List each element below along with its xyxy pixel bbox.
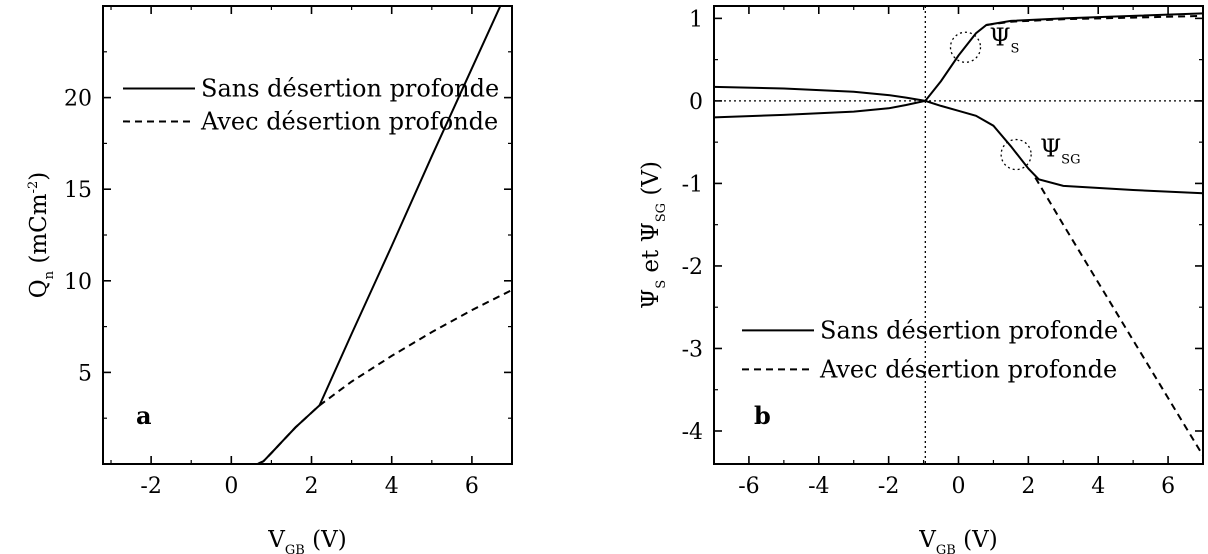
y-tick-label: -3 <box>682 337 703 362</box>
chart-panel-a: -2 0 2 4 6 5 10 15 20 VGB (V) Qn (mCm-2) a Sans dése… <box>26 5 513 554</box>
y-tick-label: 0 <box>689 90 703 115</box>
annotation-circle <box>949 31 982 63</box>
legend-label: Avec désertion profonde <box>200 107 498 135</box>
legend-label: Sans désertion profonde <box>201 74 499 102</box>
y-tick-label: -1 <box>682 172 703 197</box>
y-tick-label: 1 <box>689 7 703 32</box>
y-axis-label: Qn (mCm-2) <box>26 172 57 298</box>
legend-label: Avec désertion profonde <box>819 355 1117 383</box>
x-axis-label: VGB (V) <box>267 527 346 554</box>
y-tick-label: 15 <box>64 178 92 203</box>
x-tick-label: 2 <box>1021 474 1035 499</box>
legend-label: Sans désertion profonde <box>820 316 1118 344</box>
panel-label: a <box>136 401 152 430</box>
annotation-label: ΨSG <box>1040 135 1080 168</box>
series-group <box>714 12 1203 457</box>
plot-frame <box>713 5 1204 465</box>
series-line-solid <box>714 85 1203 195</box>
annotation-label: ΨS <box>989 23 1019 56</box>
x-tick-label: -4 <box>808 474 829 499</box>
y-tick-label: 10 <box>64 270 92 295</box>
series-line-solid <box>714 12 1203 119</box>
chart-panel-b: -6 -4 -2 0 2 4 6 1 0 -1 -2 -3 -4 VGB (V) ΨS et ΨSG (V)… <box>638 5 1204 554</box>
y-tick-label: 5 <box>78 361 92 386</box>
x-tick-label: 0 <box>952 474 966 499</box>
y-tick-label: 20 <box>64 87 92 112</box>
x-tick-label: 2 <box>305 474 319 499</box>
y-tick-label: -2 <box>682 255 703 280</box>
series-line-dashed <box>103 289 512 464</box>
x-tick-label: -2 <box>140 474 161 499</box>
x-tick-label: -6 <box>738 474 759 499</box>
series-group <box>103 6 512 464</box>
x-tick-label: 6 <box>1161 474 1175 499</box>
x-axis-label: VGB (V) <box>918 527 997 554</box>
y-axis-label: ΨS et ΨSG (V) <box>638 161 669 309</box>
series-line-dashed <box>986 14 1203 26</box>
x-tick-label: 6 <box>465 474 479 499</box>
x-tick-label: 4 <box>385 474 399 499</box>
series-line-solid <box>103 6 502 464</box>
x-tick-label: -2 <box>878 474 899 499</box>
series-line-dashed <box>1034 177 1203 457</box>
annotation-circle <box>1000 138 1032 171</box>
y-tick-label: -4 <box>682 420 703 445</box>
x-tick-label: 4 <box>1091 474 1105 499</box>
panel-label: b <box>754 401 771 430</box>
x-tick-label: 0 <box>224 474 238 499</box>
